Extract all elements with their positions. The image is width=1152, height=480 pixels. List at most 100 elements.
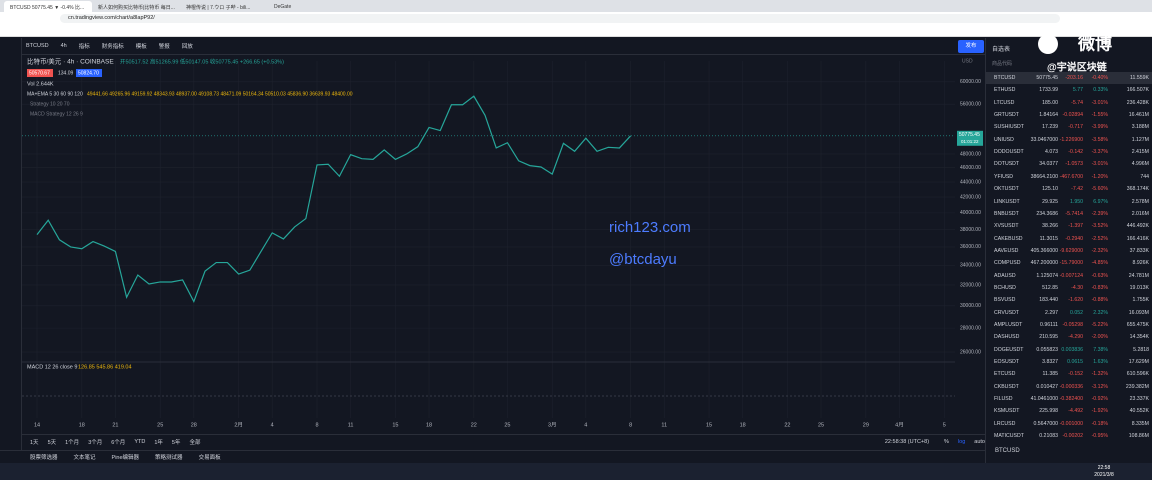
symbol[interactable]: BTCUSD	[26, 43, 49, 49]
watchlist-row[interactable]: KSMUSDT 225.998 -4.492 -1.92% 40.552K	[986, 405, 1152, 417]
toolbar-item[interactable]: 模板	[135, 44, 147, 50]
x-tick-label: 21	[112, 422, 118, 428]
x-tick-label: 18	[740, 422, 746, 428]
chart-toolbar: BTCUSD 4h 指标 财务指标 模板 警报 回放	[22, 38, 985, 55]
range-button[interactable]: 全部	[189, 439, 201, 446]
change: -15.79000	[1059, 260, 1083, 267]
watchlist-row[interactable]: CAKEBUSD 11.3015 -0.2940 -2.52% 166.416K	[986, 233, 1152, 245]
bottom-tab[interactable]: 交易面板	[198, 455, 221, 461]
watchlist-row[interactable]: BTCUSD 50775.45 -203.16 -0.40% 11.559K	[986, 72, 1152, 84]
watchlist-row[interactable]: BSVUSD 183.440 -1.620 -0.88% 1.755K	[986, 294, 1152, 306]
range-button[interactable]: 5天	[47, 439, 57, 446]
y-tick-label: 30000.00	[960, 303, 981, 309]
watchlist-row[interactable]: DASHUSD 210.595 -4.290 -2.00% 14.354K	[986, 331, 1152, 343]
bottom-tab[interactable]: Pine编辑器	[111, 455, 140, 461]
watchlist-row[interactable]: ADAUSD 1.125074 -0.007124 -0.63% 24.781M	[986, 270, 1152, 282]
change: -1.226900	[1059, 136, 1083, 143]
url[interactable]: cn.tradingview.com/chart/a8lapP92/	[60, 14, 1060, 23]
range-button[interactable]: YTD	[134, 438, 146, 445]
change: 0.003836	[1061, 346, 1083, 353]
y-tick-label: 26000.00	[960, 349, 981, 355]
sell-box[interactable]	[27, 69, 53, 77]
change: -0.717	[1068, 124, 1083, 131]
range-button[interactable]: 1天	[30, 439, 39, 446]
range-button[interactable]: 1年	[154, 439, 163, 446]
browser-tab[interactable]: 新人如何购买比特币|比特币 每日...	[98, 5, 175, 11]
symbol: CKBUSDT	[994, 383, 1019, 390]
watchlist-row[interactable]: XVSUSDT 38.266 -1.397 -3.52% 446.492K	[986, 220, 1152, 232]
scale-option[interactable]: auto	[974, 438, 985, 445]
taskbar: 22:58 2021/3/8	[0, 463, 1152, 480]
toolbar-item[interactable]: 回放	[181, 44, 193, 50]
toolbar-item[interactable]: 财务指标	[101, 44, 124, 50]
last: 234.3686	[1036, 210, 1058, 217]
watchlist-row[interactable]: MATICUSDT 0.21083 -0.00202 -0.95% 108.86M	[986, 430, 1152, 442]
change-pct: -0.83%	[1091, 284, 1108, 291]
watchlist-row[interactable]: ETHUSD 1733.99 5.77 0.33% 166.507K	[986, 84, 1152, 96]
watchlist-row[interactable]: GRTUSDT 1.84164 -0.02894 -1.55% 16.461M	[986, 109, 1152, 121]
watchlist-row[interactable]: LTCUSD 185.00 -5.74 -3.01% 236.428K	[986, 97, 1152, 109]
watchlist-row[interactable]: DOTUSDT 34.0377 -1.0573 -3.01% 4.996M	[986, 158, 1152, 170]
bottom-tab[interactable]: 策略测试器	[155, 455, 183, 461]
watchlist-row[interactable]: SUSHIUSDT 17.239 -0.717 -3.99% 3.188M	[986, 121, 1152, 133]
change-pct: -0.92%	[1091, 396, 1108, 403]
watermark: @btcdayu	[609, 251, 677, 268]
range-button[interactable]: 6个月	[111, 439, 126, 446]
range-button[interactable]: 3个月	[88, 439, 103, 446]
scale-option[interactable]: log	[957, 438, 966, 445]
watchlist-row[interactable]: BCHUSD 512.85 -4.30 -0.83% 19.013K	[986, 282, 1152, 294]
range-button[interactable]: 1个月	[65, 439, 80, 446]
watermark: rich123.com	[609, 219, 691, 236]
x-tick-label: 3月	[548, 421, 557, 428]
change-pct: 0.33%	[1093, 87, 1108, 94]
interval[interactable]: 4h	[60, 43, 67, 49]
symbol: LTCUSD	[994, 99, 1015, 106]
last: 38664.2100	[1030, 173, 1058, 180]
change: -1.620	[1068, 297, 1083, 304]
watchlist-row[interactable]: CRVUSDT 2.297 0.052 2.32% 16.093M	[986, 307, 1152, 319]
macd-strategy-legend: MACD Strategy 12 26 9	[30, 111, 83, 117]
watchlist-row[interactable]: EOSUSDT 3.8327 0.0615 1.63% 17.629M	[986, 356, 1152, 368]
change-pct: -1.92%	[1091, 408, 1108, 415]
toolbar-item[interactable]: 警报	[158, 44, 170, 50]
watchlist-row[interactable]: BNBUSDT 234.3686 -5.7414 -2.39% 2.016M	[986, 208, 1152, 220]
browser-tab[interactable]: BTCUSD 50775.45 ▼ -0.4% 比...	[4, 1, 92, 12]
range-button[interactable]: 5年	[171, 439, 181, 446]
bottom-tab[interactable]: 文本笔记	[73, 455, 96, 461]
y-tick-label: 36000.00	[960, 244, 981, 250]
browser-tab[interactable]: DeGate	[274, 4, 292, 10]
watchlist-row[interactable]: CKBUSDT 0.010427 -0.000336 -3.12% 239.382M	[986, 381, 1152, 393]
drawing-tools	[0, 38, 22, 450]
x-tick-label: 18	[79, 422, 85, 428]
volume: 17.629M	[1128, 359, 1149, 366]
watchlist-row[interactable]: COMPUSD 467.200000 -15.79000 -4.85% 8.926K	[986, 257, 1152, 269]
volume: 19.013K	[1129, 284, 1149, 291]
watchlist-row[interactable]: YFIUSD 38664.2100 -467.6700 -1.20% 744	[986, 171, 1152, 183]
watchlist-row[interactable]: DODOUSDT 4.073 -0.142 -3.37% 2.415M	[986, 146, 1152, 158]
change-pct: -1.20%	[1091, 173, 1108, 180]
browser-tab[interactable]: 神棍传说 | 7.ウロ 子哔 - bili...	[186, 5, 251, 11]
watchlist-row[interactable]: DOGEUSDT 0.055823 0.003836 7.38% 5.2818	[986, 344, 1152, 356]
watchlist-row[interactable]: AMPLUSDT 0.96111 -0.05298 -5.22% 655.475K	[986, 319, 1152, 331]
volume: 16.461M	[1128, 112, 1149, 119]
volume: 2.016M	[1131, 210, 1149, 217]
watchlist-row[interactable]: UNIUSD 33.0467000 -1.226900 -3.58% 1.127M	[986, 134, 1152, 146]
watchlist-row[interactable]: LRCUSD 0.5647000 -0.001000 -0.18% 8.335M	[986, 418, 1152, 430]
watchlist-title[interactable]: 自选表	[992, 47, 1011, 53]
watchlist-row[interactable]: AAVEUSD 405.366000 -9.629000 -2.32% 37.833K	[986, 245, 1152, 257]
x-tick-label: 15	[392, 422, 398, 428]
change: -0.00202	[1062, 433, 1083, 440]
scale-option[interactable]: %	[944, 438, 949, 445]
toolbar-item[interactable]: 指标	[78, 44, 90, 50]
bottom-tab[interactable]: 股票筛选器	[30, 455, 58, 461]
y-tick-label: 56000.00	[960, 101, 981, 107]
watchlist-row[interactable]: FILUSD 41.0461000 -0.382400 -0.92% 23.337K	[986, 393, 1152, 405]
buy-box[interactable]	[76, 69, 102, 77]
watchlist-row[interactable]: ETCUSD 11.385 -0.152 -1.32% 610.596K	[986, 368, 1152, 380]
watchlist-row[interactable]: LINKUSDT 29.925 1.950 6.97% 2.578M	[986, 196, 1152, 208]
currency: USD	[962, 58, 973, 64]
symbol: LRCUSD	[994, 420, 1016, 427]
publish-button[interactable]: 发布	[958, 40, 984, 53]
watchlist-row[interactable]: OKTUSDT 125.10 -7.42 -5.60% 368.174K	[986, 183, 1152, 195]
volume: 1.755K	[1132, 297, 1149, 304]
